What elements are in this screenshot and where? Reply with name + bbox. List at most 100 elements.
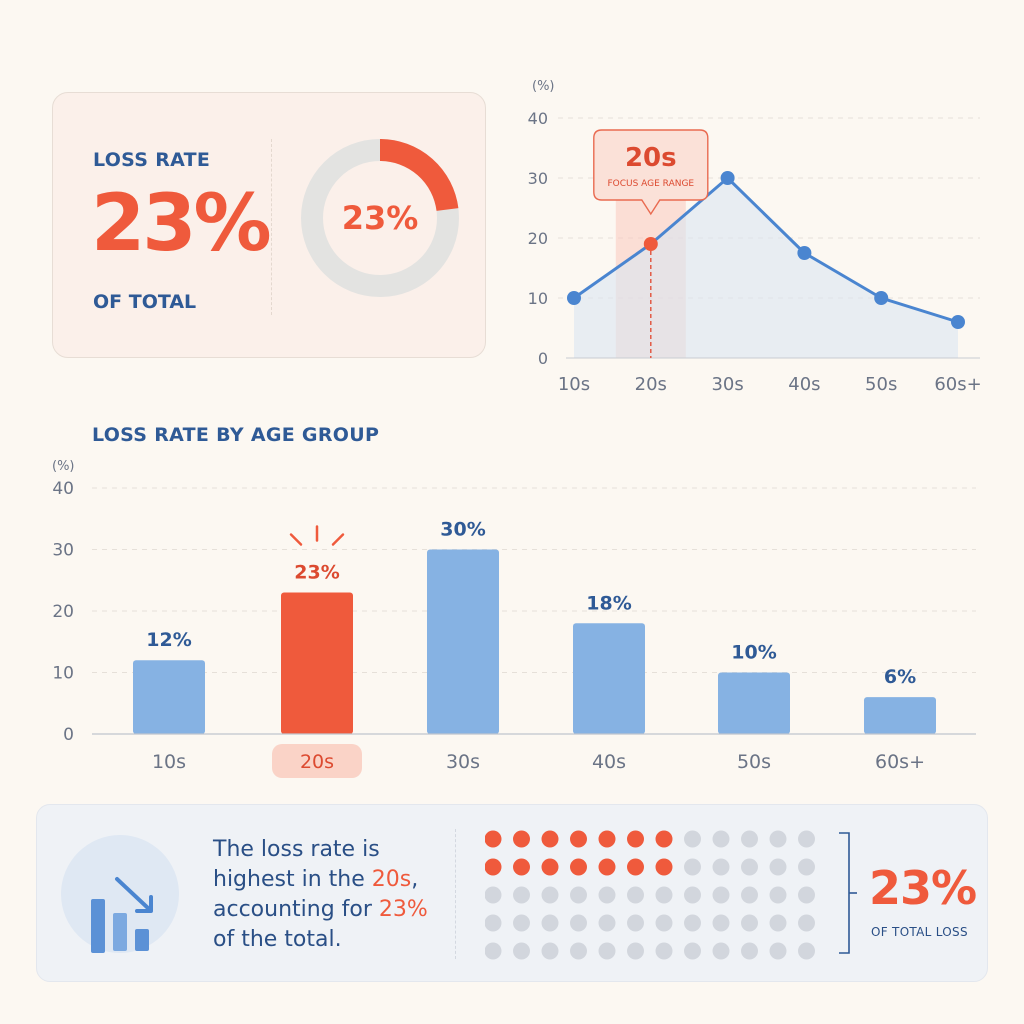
dot-filled [541,858,559,876]
dot-empty [769,914,787,932]
dot-empty [684,914,701,932]
dot-empty [769,830,787,848]
highlight-spark-line [331,533,345,546]
bar [281,592,353,734]
dot-empty [798,942,815,960]
dot-empty [485,914,502,932]
dot-empty [684,858,701,876]
callout-box [593,129,709,216]
dot-empty [655,942,673,960]
dot-empty [570,914,587,932]
dot-filled [485,830,502,848]
bar [573,623,645,734]
dot-empty [798,886,815,904]
summary-text: The loss rate is highest in the 20s, acc… [213,835,453,955]
dot-grid [485,830,815,960]
dot-empty [598,942,616,960]
line-x-tick-label: 40s [788,374,820,395]
line-point [567,291,581,305]
highlight-spark-line [289,533,303,546]
dot-empty [684,942,701,960]
summary-divider [455,829,456,959]
line-y-tick-label: 30 [528,169,548,188]
summary-text-after: of the total. [213,927,342,952]
kpi-divider [271,139,272,315]
bracket-icon [839,832,857,954]
dot-filled [598,858,616,876]
line-y-tick-label: 10 [528,289,548,308]
bar [133,660,205,734]
dot-empty [598,914,616,932]
donut-chart [301,139,459,297]
dot-empty [513,942,530,960]
summary-highlight-age: 20s [371,867,412,892]
summary-card: The loss rate is highest in the 20s, acc… [36,804,988,982]
summary-value: 23% [869,861,977,915]
dot-empty [769,886,787,904]
bar-value-label: 12% [146,629,191,651]
bar-x-tick-label: 60s+ [875,751,925,773]
dot-empty [712,886,730,904]
dot-empty [541,886,559,904]
dot-filled [627,830,644,848]
bar-x-tick-label: 30s [446,751,480,773]
line-point [797,246,812,260]
dot-filled [570,858,587,876]
dot-empty [741,914,758,932]
bar-y-tick-label: 0 [63,725,74,745]
bar-y-tick-label: 10 [52,664,74,684]
dot-empty [570,886,587,904]
bar-x-tick-label: 50s [737,751,771,773]
dot-empty [570,942,587,960]
bar [718,672,790,734]
dot-empty [741,942,758,960]
bar-value-label: 6% [884,666,916,688]
dot-empty [598,886,616,904]
dot-empty [684,830,701,848]
bar-chart-title: LOSS RATE BY AGE GROUP [92,424,380,446]
dot-empty [541,942,559,960]
dot-empty [798,830,815,848]
donut-segment [379,139,459,212]
bar [427,549,499,734]
summary-text-middle: , accounting for [213,867,419,922]
dot-filled [655,858,673,876]
dot-empty [541,914,559,932]
bar-x-tick-label: 40s [592,751,626,773]
bar-y-tick-label: 30 [52,541,74,561]
dot-filled [541,830,559,848]
dot-empty [712,942,730,960]
dot-empty [741,886,758,904]
callout-title: 20s [625,143,677,173]
kpi-subtitle: OF TOTAL [93,291,197,313]
dot-empty [655,914,673,932]
dot-filled [513,858,530,876]
dot-empty [712,858,730,876]
highlight-category-pill [272,744,362,778]
dot-empty [627,914,644,932]
dot-empty [798,914,815,932]
dot-filled [513,830,530,848]
bar-value-label: 23% [294,562,339,584]
line-unit-label: (%) [532,79,555,94]
donut-label: 23% [341,199,419,237]
bar-unit-label: (%) [52,459,75,474]
kpi-card: LOSS RATE 23% OF TOTAL 23% [52,92,486,358]
dot-empty [769,858,787,876]
dot-empty [712,914,730,932]
bar [864,697,936,734]
line-point [643,237,658,251]
kpi-title: LOSS RATE [93,149,211,171]
line-y-tick-label: 0 [538,349,548,368]
dot-filled [598,830,616,848]
line-x-tick-label: 30s [711,374,743,395]
dot-filled [655,830,673,848]
line-y-tick-label: 40 [528,109,548,128]
summary-value-label: OF TOTAL LOSS [871,925,968,939]
bar-value-label: 10% [731,642,776,664]
line-point [951,315,965,329]
summary-text-before: The loss rate is highest in the [213,837,380,892]
bar-chart-down-trend-icon [91,877,153,953]
bar-chart: (%) 0 10 20 30 40 12% 23% 30% 18% 10% 6% 10s 20s 30s 40… [52,459,976,778]
dot-empty [485,886,502,904]
